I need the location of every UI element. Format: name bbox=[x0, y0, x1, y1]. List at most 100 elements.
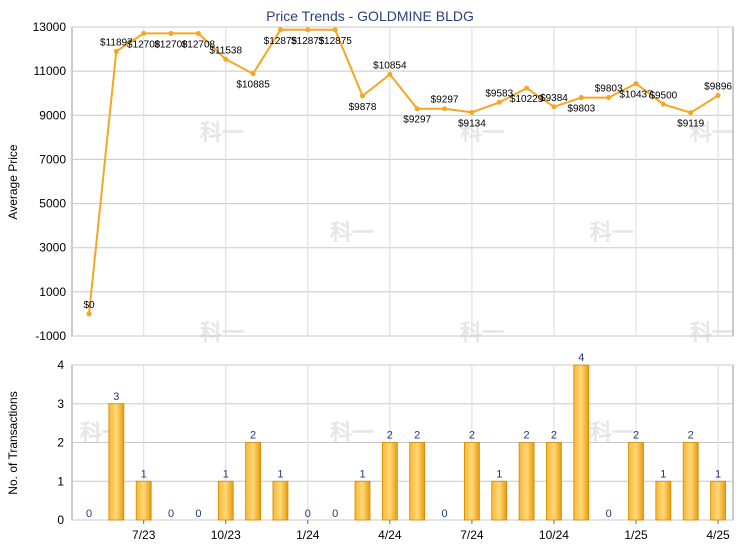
transactions-y-axis-label: No. of Transactions bbox=[6, 391, 20, 494]
transactions-bar bbox=[272, 480, 289, 521]
price-data-label: $9896 bbox=[704, 82, 732, 93]
watermark-text: 科一 bbox=[460, 120, 504, 145]
transactions-bar bbox=[135, 480, 152, 521]
transactions-y-tick-label: 4 bbox=[57, 358, 64, 372]
transactions-bar bbox=[655, 480, 672, 521]
price-point bbox=[113, 48, 119, 54]
price-point bbox=[469, 109, 475, 115]
price-point bbox=[86, 311, 92, 317]
x-tick-label: 4/25 bbox=[706, 528, 730, 542]
transactions-data-label: 3 bbox=[113, 391, 119, 403]
transactions-data-label: 2 bbox=[250, 430, 256, 442]
transactions-data-label: 1 bbox=[359, 468, 365, 480]
price-point bbox=[360, 93, 365, 99]
price-point bbox=[660, 101, 666, 107]
transactions-data-label: 2 bbox=[551, 430, 557, 442]
price-point bbox=[168, 30, 174, 36]
transactions-data-label: 4 bbox=[578, 352, 584, 364]
price-point bbox=[496, 99, 502, 105]
price-data-label: $9297 bbox=[403, 115, 431, 126]
transactions-bar bbox=[409, 442, 426, 521]
watermark-text: 科一 bbox=[330, 420, 374, 445]
price-point bbox=[223, 56, 229, 62]
price-point bbox=[387, 71, 393, 77]
transactions-bar bbox=[573, 364, 590, 521]
price-data-label: $12875 bbox=[318, 36, 352, 47]
transactions-data-label: 2 bbox=[414, 430, 420, 442]
price-line bbox=[88, 28, 719, 315]
price-y-tick-label: -1000 bbox=[35, 329, 66, 343]
price-data-label: $9384 bbox=[540, 93, 568, 104]
price-data-label: $10854 bbox=[373, 60, 407, 71]
transactions-panel: 0 1 2 3 4 7/23 10/23 1/24 4/24 7/24 10/24 1/25 4/25 0… bbox=[57, 352, 734, 542]
transactions-data-label: 0 bbox=[305, 508, 311, 520]
price-y-tick-label: 7000 bbox=[39, 152, 66, 166]
price-panel: -1000 1000 3000 5000 7000 9000 11000 13000 $0 $11… bbox=[33, 20, 734, 343]
price-data-label: $10229 bbox=[510, 94, 544, 105]
price-point bbox=[578, 95, 584, 101]
price-point bbox=[332, 27, 338, 33]
transactions-data-label: 1 bbox=[715, 468, 721, 480]
price-data-label: $12708 bbox=[182, 39, 216, 50]
x-tick-label: 10/23 bbox=[211, 528, 241, 542]
price-point bbox=[524, 85, 530, 91]
price-data-label: $9803 bbox=[595, 84, 623, 95]
price-data-label: $9119 bbox=[677, 119, 705, 130]
watermark-text: 科一 bbox=[460, 320, 504, 345]
watermark-text: 科一 bbox=[590, 220, 634, 245]
transactions-bar bbox=[217, 480, 234, 521]
transactions-data-label: 1 bbox=[660, 468, 666, 480]
transactions-bar bbox=[463, 442, 480, 521]
price-data-label: $12875 bbox=[291, 36, 325, 47]
price-data-label: $12708 bbox=[154, 39, 188, 50]
x-tick-label: 1/24 bbox=[296, 528, 320, 542]
transactions-bar bbox=[546, 442, 562, 521]
price-point bbox=[305, 27, 311, 33]
price-data-label: $12875 bbox=[264, 36, 298, 47]
price-y-tick-label: 3000 bbox=[39, 241, 66, 255]
price-point bbox=[414, 106, 420, 112]
transactions-data-label: 2 bbox=[688, 430, 694, 442]
transactions-y-tick-label: 3 bbox=[57, 397, 64, 411]
transactions-data-label: 1 bbox=[141, 468, 147, 480]
price-point bbox=[250, 71, 256, 77]
price-point bbox=[715, 93, 721, 99]
price-y-tick-label: 5000 bbox=[39, 197, 66, 211]
transactions-data-label: 2 bbox=[469, 430, 475, 442]
x-tick-label: 7/24 bbox=[460, 528, 484, 542]
price-plot-frame bbox=[71, 26, 734, 337]
transactions-data-label: 0 bbox=[606, 508, 612, 520]
transactions-data-label: 1 bbox=[496, 468, 502, 480]
price-y-axis-label: Average Price bbox=[6, 144, 20, 219]
price-data-label: $12708 bbox=[127, 39, 161, 50]
transactions-bar bbox=[710, 480, 726, 521]
transactions-data-label: 0 bbox=[195, 508, 201, 520]
price-y-tick-label: 11000 bbox=[34, 64, 67, 78]
price-y-tick-label: 13000 bbox=[33, 20, 67, 34]
price-data-label: $9134 bbox=[458, 118, 486, 129]
transactions-data-label: 1 bbox=[277, 468, 283, 480]
price-data-label: $11538 bbox=[209, 45, 242, 56]
price-data-label: $9878 bbox=[349, 102, 377, 113]
transactions-bar bbox=[108, 403, 125, 521]
price-point bbox=[277, 27, 283, 33]
x-tick-label: 7/23 bbox=[132, 528, 156, 542]
transactions-bar bbox=[245, 442, 262, 521]
price-y-tick-label: 1000 bbox=[39, 285, 66, 299]
price-y-tick-label: 9000 bbox=[39, 108, 66, 122]
watermark-text: 科一 bbox=[200, 120, 244, 145]
watermark-text: 科一 bbox=[690, 120, 734, 145]
transactions-data-label: 2 bbox=[633, 430, 639, 442]
chart-title: Price Trends - GOLDMINE BLDG bbox=[266, 8, 474, 24]
transactions-y-tick-label: 1 bbox=[57, 474, 64, 488]
price-point bbox=[141, 30, 147, 36]
transactions-data-label: 0 bbox=[332, 508, 338, 520]
price-data-label: $0 bbox=[83, 300, 95, 311]
price-point bbox=[551, 104, 557, 110]
watermark-text: 科一 bbox=[330, 220, 374, 245]
transactions-y-tick-label: 0 bbox=[57, 513, 64, 527]
price-data-label: $9297 bbox=[431, 95, 459, 106]
price-data-label: $9583 bbox=[485, 88, 513, 99]
price-point bbox=[688, 110, 694, 116]
